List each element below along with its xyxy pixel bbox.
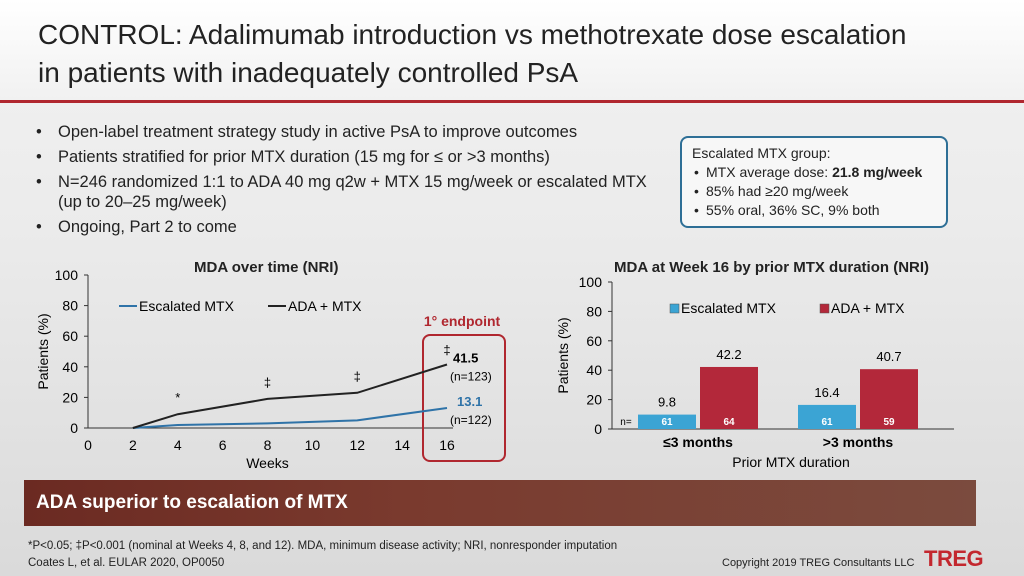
- y-tick-label: 80: [62, 298, 78, 314]
- bullet-item: N=246 randomized 1:1 to ADA 40 mg q2w + …: [32, 172, 652, 212]
- y-axis-label: Patients (%): [35, 313, 51, 389]
- endpoint-label: 1° endpoint: [424, 313, 501, 329]
- legend-label: Escalated MTX: [681, 300, 777, 316]
- y-axis-label: Patients (%): [555, 317, 571, 393]
- bullet-item: Open-label treatment strategy study in a…: [32, 122, 652, 142]
- x-tick-label: 4: [174, 437, 182, 453]
- y-tick-label: 0: [70, 420, 78, 436]
- bullet-item: Ongoing, Part 2 to come: [32, 217, 652, 237]
- footnote-statistics: *P<0.05; ‡P<0.001 (nominal at Weeks 4, 8…: [28, 540, 618, 552]
- legend-label: Escalated MTX: [139, 298, 235, 314]
- endpoint-box: [422, 334, 506, 462]
- mtx-end-value: 13.1: [457, 394, 482, 409]
- x-tick-label: 6: [219, 437, 227, 453]
- title-line-1: CONTROL: Adalimumab introduction vs meth…: [38, 19, 907, 50]
- bar-value-label: 42.2: [716, 347, 741, 362]
- y-tick-label: 40: [586, 362, 602, 378]
- y-tick-label: 100: [579, 274, 603, 290]
- treg-logo: TREG: [924, 546, 984, 571]
- y-tick-label: 0: [594, 421, 602, 437]
- bar-chart: 0 20 40 60 80 100 Patients (%) Prior MTX durati…: [555, 274, 954, 470]
- x-axis-label: Prior MTX duration: [732, 454, 849, 470]
- bar: [798, 404, 856, 429]
- bar-value-label: 9.8: [658, 395, 676, 410]
- bar: [638, 414, 696, 429]
- ada-mtx-line: [132, 363, 448, 429]
- y-tick-label: 40: [62, 359, 78, 375]
- ada-end-n: (n=123): [450, 370, 492, 384]
- y-tick-label: 60: [586, 333, 602, 349]
- n-prefix-label: n=: [620, 417, 632, 428]
- x-tick-label: 10: [305, 437, 321, 453]
- legend-label: ADA + MTX: [831, 300, 905, 316]
- legend-swatch: [819, 303, 830, 314]
- x-tick-label: 2: [129, 437, 137, 453]
- callout-item-value: 21.8 mg/week: [832, 164, 923, 180]
- legend-swatch: [669, 303, 680, 314]
- y-tick-label: 20: [586, 392, 602, 408]
- line-chart: 0 20 40 60 80 100 0 2 4 6 8 10 12 14 16 Weeks Patients (…: [35, 267, 506, 471]
- ada-end-value: 41.5: [453, 351, 478, 366]
- escalated-mtx-callout: Escalated MTX group: MTX average dose: 2…: [680, 136, 948, 228]
- bar-chart-title: MDA at Week 16 by prior MTX duration (NR…: [614, 259, 930, 276]
- x-tick-label: 8: [264, 437, 272, 453]
- y-tick-label: 60: [62, 328, 78, 344]
- significance-marker: ‡: [264, 375, 271, 390]
- category-label: >3 months: [823, 434, 894, 450]
- bar-n-label: 59: [883, 417, 895, 428]
- callout-item: 85% had ≥20 mg/week: [692, 182, 936, 201]
- bar-n-label: 61: [661, 417, 673, 428]
- line-chart-title: MDA over time (NRI): [194, 259, 339, 276]
- x-tick-label: 14: [394, 437, 410, 453]
- bar-value-label: 40.7: [876, 349, 901, 364]
- bullet-item: Patients stratified for prior MTX durati…: [32, 147, 652, 167]
- category-label: ≤3 months: [663, 434, 733, 450]
- x-tick-label: 0: [84, 437, 92, 453]
- bullet-list: Open-label treatment strategy study in a…: [32, 122, 652, 242]
- title-line-2: in patients with inadequately controlled…: [38, 57, 579, 88]
- escalated-mtx-line: [132, 406, 448, 429]
- slide-title: CONTROL: Adalimumab introduction vs meth…: [38, 16, 998, 92]
- bar-value-label: 16.4: [814, 385, 839, 400]
- title-band: CONTROL: Adalimumab introduction vs meth…: [0, 0, 1024, 103]
- copyright-text: Copyright 2019 TREG Consultants LLC: [722, 557, 915, 569]
- footnote-reference: Coates L, et al. EULAR 2020, OP0050: [28, 557, 225, 569]
- callout-heading: Escalated MTX group:: [692, 145, 831, 161]
- significance-marker: ‡: [443, 343, 450, 358]
- legend-label: ADA + MTX: [288, 298, 362, 314]
- callout-item-prefix: MTX average dose:: [706, 164, 833, 180]
- y-tick-label: 20: [62, 389, 78, 405]
- y-tick-label: 80: [586, 303, 602, 319]
- x-axis-label: Weeks: [246, 455, 289, 471]
- bar: [700, 366, 758, 429]
- x-tick-label: 16: [439, 437, 455, 453]
- bar-n-label: 64: [723, 417, 735, 428]
- significance-marker: ‡: [354, 369, 361, 384]
- bar-n-label: 61: [821, 417, 833, 428]
- bar: [860, 369, 918, 429]
- significance-marker: *: [175, 390, 180, 405]
- conclusion-banner: ADA superior to escalation of MTX: [24, 480, 976, 526]
- callout-item: 55% oral, 36% SC, 9% both: [692, 201, 936, 220]
- x-tick-label: 12: [349, 437, 365, 453]
- mtx-end-n: (n=122): [450, 413, 492, 427]
- y-tick-label: 100: [55, 267, 79, 283]
- callout-item: MTX average dose: 21.8 mg/week: [692, 163, 936, 182]
